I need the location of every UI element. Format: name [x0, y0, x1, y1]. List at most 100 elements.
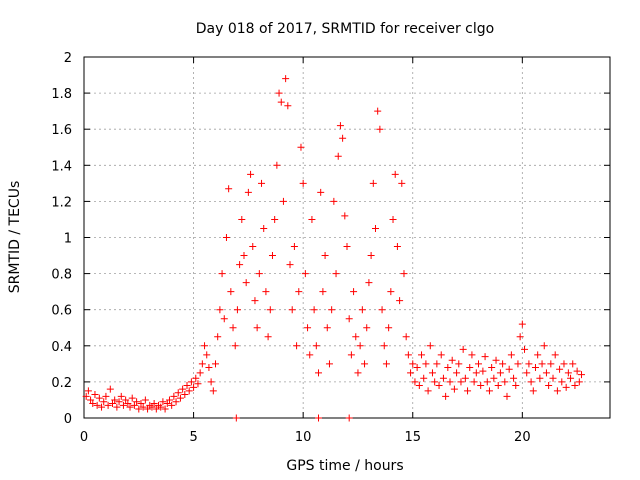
- data-point: [196, 369, 204, 377]
- data-point: [183, 382, 191, 390]
- data-point: [218, 270, 226, 278]
- data-point: [262, 288, 270, 296]
- data-point: [181, 391, 189, 399]
- data-point: [113, 403, 121, 411]
- data-point: [398, 179, 406, 187]
- data-point: [201, 342, 209, 350]
- data-point: [174, 389, 182, 397]
- data-point: [203, 351, 211, 359]
- data-point: [499, 360, 507, 368]
- data-point: [253, 324, 261, 332]
- y-tick-label: 0.8: [51, 268, 72, 283]
- data-point: [343, 243, 351, 251]
- x-tick-label: 20: [514, 430, 531, 445]
- data-point: [365, 279, 373, 287]
- data-point: [100, 398, 108, 406]
- data-point: [139, 403, 147, 411]
- y-tick-label: 1.4: [51, 159, 72, 174]
- data-point: [93, 401, 101, 409]
- data-point: [108, 400, 116, 408]
- data-point: [214, 333, 222, 341]
- data-point: [238, 215, 246, 223]
- data-point: [538, 360, 546, 368]
- data-point: [279, 197, 287, 205]
- data-point: [389, 215, 397, 223]
- data-point: [179, 385, 187, 393]
- y-tick-label: 2: [64, 51, 72, 66]
- data-point: [490, 374, 498, 382]
- data-point: [284, 102, 292, 110]
- data-point: [431, 378, 439, 386]
- data-point: [545, 382, 553, 390]
- data-point: [212, 360, 219, 368]
- data-point: [222, 234, 230, 241]
- data-point: [271, 215, 279, 223]
- data-point: [413, 363, 421, 371]
- chart-title: Day 018 of 2017, SRMTID for receiver clg…: [196, 21, 494, 37]
- data-point: [187, 378, 195, 386]
- data-point: [371, 224, 379, 232]
- data-point: [534, 351, 542, 359]
- x-tick-label: 5: [189, 430, 197, 445]
- data-point: [409, 360, 417, 368]
- data-point: [507, 351, 515, 359]
- data-point: [122, 396, 130, 404]
- data-point: [358, 306, 366, 314]
- data-point: [330, 197, 338, 205]
- data-point: [133, 398, 141, 406]
- data-point: [258, 179, 266, 187]
- data-point: [477, 382, 485, 390]
- data-point: [494, 382, 502, 390]
- data-point: [512, 382, 520, 390]
- data-point: [176, 394, 184, 402]
- data-point: [244, 188, 252, 196]
- data-point: [459, 345, 467, 353]
- data-point: [301, 270, 309, 278]
- y-tick-label: 1.8: [51, 87, 72, 102]
- x-tick-label: 15: [404, 430, 421, 445]
- data-point: [569, 360, 577, 368]
- data-point: [564, 369, 572, 377]
- data-point: [525, 360, 533, 368]
- data-point: [575, 378, 583, 386]
- data-point: [578, 371, 586, 379]
- data-point: [130, 401, 138, 409]
- data-point: [562, 383, 570, 391]
- data-point: [286, 261, 294, 269]
- data-point: [549, 374, 557, 382]
- data-point: [523, 369, 531, 377]
- data-point: [98, 403, 106, 411]
- data-point: [288, 306, 296, 314]
- data-point: [251, 297, 259, 305]
- data-point: [106, 385, 114, 393]
- data-point: [393, 243, 401, 251]
- data-point: [336, 122, 344, 130]
- data-point: [159, 398, 167, 406]
- data-point: [117, 392, 125, 400]
- data-point: [137, 400, 145, 408]
- data-point: [297, 143, 305, 151]
- data-point: [536, 374, 544, 382]
- data-point: [521, 345, 529, 353]
- data-point: [231, 342, 239, 350]
- data-point: [240, 252, 248, 260]
- y-tick-label: 0: [64, 412, 72, 427]
- data-point: [242, 279, 250, 287]
- data-point: [479, 367, 487, 375]
- data-point: [488, 363, 496, 371]
- data-point: [505, 365, 513, 373]
- data-point: [354, 369, 362, 377]
- data-point: [264, 333, 272, 341]
- data-point: [249, 243, 257, 251]
- data-point: [135, 405, 143, 413]
- data-point: [472, 369, 480, 377]
- data-point: [560, 360, 568, 368]
- data-point: [205, 363, 213, 371]
- data-point: [531, 363, 539, 371]
- data-point: [556, 365, 564, 373]
- axis-ticks: 00.20.40.60.811.21.41.61.820 5 10 15 20: [51, 51, 610, 445]
- data-point: [227, 288, 235, 296]
- data-point: [82, 392, 90, 400]
- x-tick-label: 0: [80, 430, 88, 445]
